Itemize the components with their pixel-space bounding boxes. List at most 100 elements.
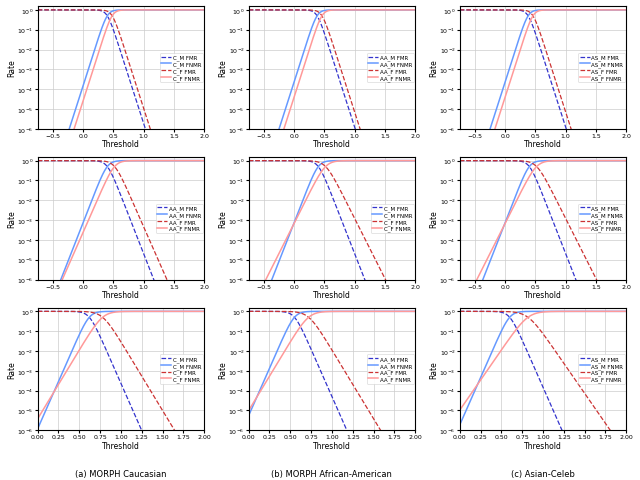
Line: C_F FMR: C_F FMR — [38, 312, 204, 450]
C_F FNMR — [353, 158, 361, 164]
C_M FMR — [381, 297, 389, 302]
C_F FMR — [381, 277, 389, 283]
AS_M FNMR — [456, 146, 463, 152]
AS_F FMR — [456, 158, 463, 164]
Line: AS_M FNMR: AS_M FNMR — [460, 161, 626, 300]
Line: C_M FNMR: C_M FNMR — [38, 11, 204, 149]
C_F FMR — [97, 8, 105, 14]
AS_M FMR — [622, 447, 630, 453]
AA_M FNMR — [200, 158, 208, 164]
AA_M FMR — [381, 146, 389, 152]
Line: AS_F FMR: AS_F FMR — [460, 161, 626, 300]
AS_F FNMR — [486, 142, 494, 148]
AA_F FMR — [142, 229, 150, 235]
Line: AA_F FNMR: AA_F FNMR — [249, 11, 415, 149]
AA_F FNMR — [369, 309, 377, 314]
Legend: AA_M FMR, AA_M FNMR, AA_F FMR, AA_F FNMR: AA_M FMR, AA_M FNMR, AA_F FMR, AA_F FNMR — [156, 204, 203, 234]
X-axis label: Threshold: Threshold — [102, 140, 140, 149]
AA_M FMR — [245, 309, 253, 314]
C_F FNMR — [97, 42, 105, 48]
AA_M FMR — [171, 297, 179, 302]
AS_M FNMR — [520, 24, 527, 30]
AA_M FNMR — [97, 175, 105, 181]
AA_M FMR — [245, 8, 253, 14]
AA_M FNMR — [381, 309, 389, 314]
C_F FNMR — [134, 8, 141, 14]
AS_M FNMR — [564, 309, 572, 314]
C_M FNMR — [158, 309, 166, 314]
X-axis label: Threshold: Threshold — [313, 290, 351, 300]
Y-axis label: Rate: Rate — [7, 360, 16, 378]
AA_F FNMR — [245, 146, 253, 152]
AS_F FNMR — [520, 185, 527, 191]
Title: (b) MORPH African-American: (b) MORPH African-American — [271, 469, 392, 479]
AA_M FNMR — [345, 8, 353, 14]
C_M FNMR — [171, 8, 179, 14]
AA_F FMR — [381, 436, 389, 442]
C_F FMR — [171, 146, 179, 152]
AA_F FMR — [64, 158, 72, 164]
AS_M FMR — [564, 257, 572, 263]
C_F FMR — [64, 309, 72, 314]
C_M FMR — [158, 447, 166, 453]
AA_F FMR — [34, 158, 42, 164]
AS_M FNMR — [564, 8, 572, 14]
Line: AS_F FNMR: AS_F FNMR — [460, 11, 626, 149]
AS_F FNMR — [456, 146, 463, 152]
AA_M FMR — [345, 432, 353, 437]
AA_M FMR — [275, 309, 283, 315]
AA_F FMR — [353, 389, 361, 395]
AA_M FNMR — [308, 24, 316, 30]
AA_F FMR — [369, 415, 377, 420]
Line: AA_F FNMR: AA_F FNMR — [38, 161, 204, 300]
C_M FMR — [97, 9, 105, 15]
AS_F FMR — [622, 146, 630, 152]
C_F FNMR — [308, 185, 316, 191]
Line: C_F FNMR: C_F FNMR — [38, 312, 204, 419]
AS_F FMR — [622, 447, 630, 453]
AA_M FNMR — [412, 309, 419, 314]
AA_F FMR — [369, 146, 377, 152]
AS_F FMR — [456, 309, 463, 314]
C_M FNMR — [34, 426, 42, 432]
AS_F FMR — [556, 91, 563, 97]
C_M FMR — [142, 129, 150, 134]
Legend: AA_M FMR, AA_M FNMR, AA_F FMR, AA_F FNMR: AA_M FMR, AA_M FNMR, AA_F FMR, AA_F FNMR — [367, 54, 414, 83]
Line: AA_M FMR: AA_M FMR — [249, 312, 415, 450]
Line: C_M FMR: C_M FMR — [38, 312, 204, 450]
AS_M FMR — [564, 441, 572, 447]
AS_F FMR — [520, 312, 527, 318]
AA_F FMR — [200, 297, 208, 302]
C_F FMR — [34, 309, 42, 314]
C_M FNMR — [134, 8, 141, 14]
AA_F FNMR — [308, 38, 316, 44]
C_M FMR — [142, 437, 150, 443]
AA_F FNMR — [411, 8, 419, 14]
AS_M FMR — [622, 146, 630, 152]
C_F FMR — [64, 8, 72, 14]
Title: (a) MORPH Caucasian: (a) MORPH Caucasian — [75, 469, 166, 479]
C_M FMR — [34, 309, 42, 314]
C_F FNMR — [34, 416, 42, 422]
AS_F FNMR — [593, 8, 600, 14]
AA_F FMR — [381, 146, 389, 152]
AA_M FNMR — [245, 413, 253, 419]
C_M FNMR — [134, 309, 141, 314]
Line: AS_M FNMR: AS_M FNMR — [460, 312, 626, 425]
AS_F FMR — [564, 367, 572, 372]
C_M FMR — [148, 146, 156, 152]
AS_M FMR — [564, 132, 572, 138]
AS_F FMR — [593, 408, 600, 414]
AS_F FNMR — [520, 319, 527, 324]
AS_M FNMR — [556, 309, 563, 314]
AS_M FNMR — [622, 158, 630, 164]
C_F FNMR — [369, 158, 377, 164]
C_F FNMR — [34, 146, 42, 152]
Line: AA_F FMR: AA_F FMR — [38, 161, 204, 300]
C_F FNMR — [158, 309, 166, 314]
AS_M FNMR — [556, 8, 563, 14]
AA_F FNMR — [381, 309, 389, 314]
AA_M FNMR — [369, 8, 377, 14]
AS_F FNMR — [556, 309, 563, 314]
AA_F FMR — [353, 117, 361, 123]
